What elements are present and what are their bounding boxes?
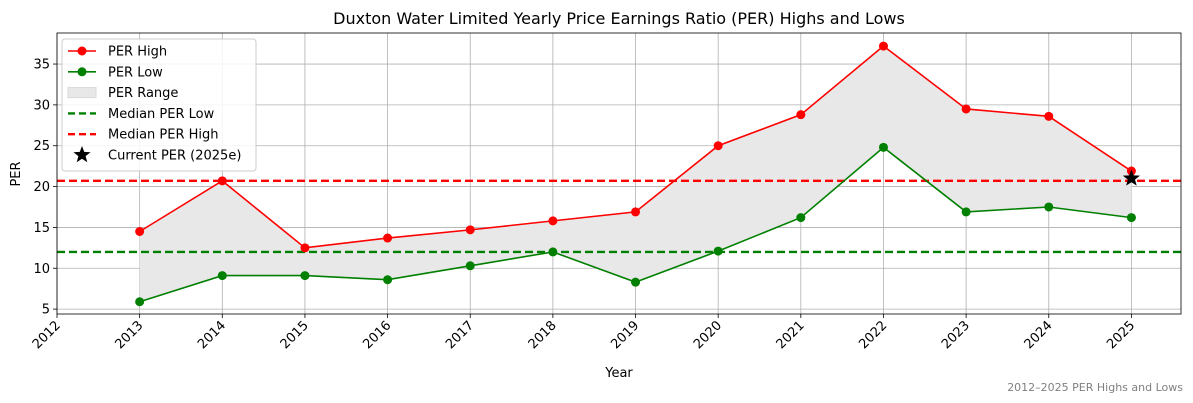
x-tick-label: 2021 [774, 318, 808, 352]
per-low-point [1044, 202, 1054, 212]
per-low-point [465, 261, 475, 271]
per-high-point [383, 233, 393, 243]
x-tick-label: 2018 [526, 318, 560, 352]
y-tick-label: 30 [33, 98, 50, 113]
legend-median-per-low-label: Median PER Low [108, 107, 215, 122]
per-high-point [465, 225, 475, 235]
legend-current-per-label: Current PER (2025e) [108, 149, 241, 164]
current-per-marker [1122, 169, 1140, 186]
x-tick-label: 2022 [856, 318, 890, 352]
x-tick-label: 2024 [1022, 318, 1056, 352]
per-low-point [300, 271, 310, 281]
y-tick-label: 35 [33, 58, 50, 73]
x-tick-label: 2020 [691, 318, 725, 352]
per-high-point [300, 243, 310, 253]
x-tick-label: 2023 [939, 318, 973, 352]
plot-frame [56, 32, 1182, 315]
x-tick-label: 2019 [608, 318, 642, 352]
per-high-point [796, 110, 806, 120]
y-tick-label: 5 [42, 303, 50, 318]
footnote: 2012–2025 PER Highs and Lows [1007, 381, 1183, 394]
x-tick-label: 2012 [30, 318, 64, 352]
per-low-point [548, 247, 558, 257]
legend-per-range-swatch [67, 87, 97, 99]
y-axis-label: PER [9, 161, 24, 186]
y-tick-label: 10 [33, 262, 50, 277]
per-low-point [961, 207, 971, 217]
x-tick-label: 2015 [278, 318, 312, 352]
per-high-point [548, 216, 558, 226]
legend-per-low-label: PER Low [108, 65, 163, 80]
x-tick-label: 2017 [443, 318, 477, 352]
x-tick-label: 2025 [1104, 318, 1138, 352]
x-tick-label: 2014 [195, 318, 229, 352]
y-tick-label: 20 [33, 180, 50, 195]
per-high-point [217, 176, 227, 186]
per-high-point [961, 104, 971, 114]
legend-box [61, 38, 257, 172]
per-high-point [1044, 111, 1054, 121]
legend-median-per-high-label: Median PER High [108, 128, 219, 143]
legend-per-range-label: PER Range [108, 86, 178, 101]
y-tick-label: 25 [33, 139, 50, 154]
per-low-point [135, 297, 145, 307]
per-high-point [713, 141, 723, 151]
chart-title: Duxton Water Limited Yearly Price Earnin… [333, 9, 905, 28]
legend-per-high-label: PER High [108, 45, 167, 60]
per-low-point [713, 246, 723, 256]
x-axis-label: Year [604, 366, 633, 381]
legend-per-high-marker [77, 46, 87, 56]
per-low-point [217, 271, 227, 281]
per-low-point [383, 275, 393, 285]
per-high-point [631, 207, 641, 217]
legend-per-low-marker [77, 67, 87, 77]
per-low-point [1126, 213, 1136, 223]
per-range-fill [139, 46, 1132, 302]
per-low-point [796, 213, 806, 223]
per-high-point [878, 41, 888, 51]
legend: PER High PER Low PER Range Median PER Low Me… [61, 38, 257, 172]
y-tick-label: 15 [33, 221, 50, 236]
per-low-point [631, 277, 641, 287]
x-tick-label: 2013 [112, 318, 146, 352]
legend-current-per-swatch [73, 146, 91, 163]
x-tick-label: 2016 [360, 318, 394, 352]
per-low-point [878, 142, 888, 152]
per-high-point [135, 226, 145, 236]
